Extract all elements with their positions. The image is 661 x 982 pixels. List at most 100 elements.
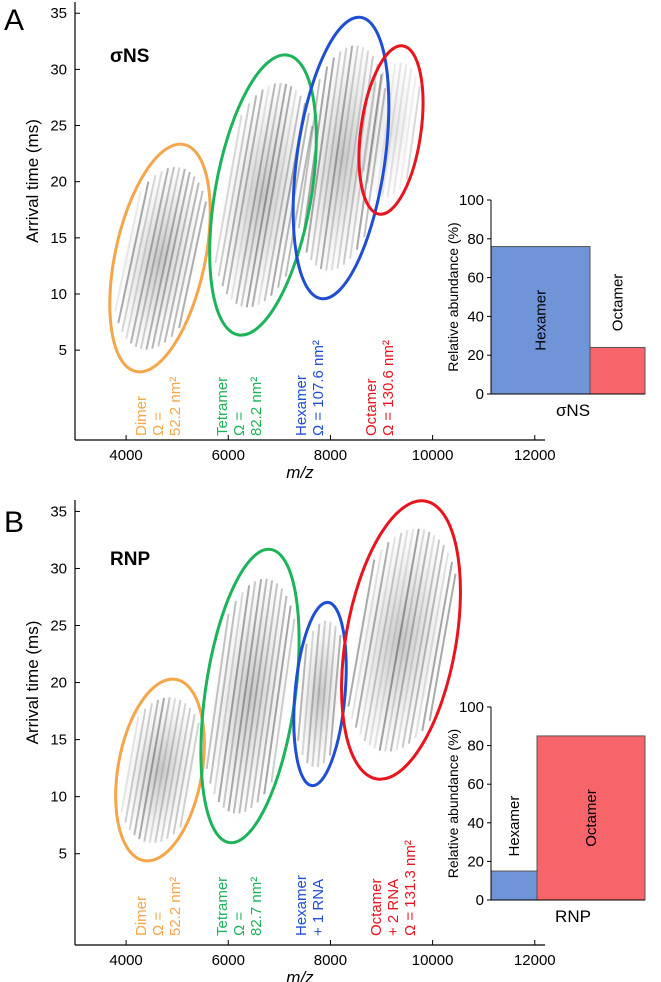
ion-signal <box>214 75 314 315</box>
ion-streak <box>389 531 431 752</box>
ion-streak <box>133 699 160 836</box>
species-label: 52.2 nm² <box>167 377 184 436</box>
panel-letter: A <box>4 4 24 37</box>
ion-streak <box>145 168 186 350</box>
ion-streak <box>325 45 359 271</box>
ion-streak <box>256 595 288 803</box>
ion-streak <box>128 703 153 831</box>
ion-streak <box>129 167 170 344</box>
bar-x-axis-label: σNS <box>556 401 590 420</box>
x-axis-label: m/z <box>286 463 314 482</box>
bar-y-tick-label: 0 <box>476 386 484 403</box>
ion-streak <box>257 89 298 306</box>
y-tick-label: 15 <box>50 732 67 749</box>
species-outline <box>357 44 425 216</box>
ion-streak <box>209 600 237 784</box>
ion-streak <box>172 714 196 835</box>
y-tick-label: 20 <box>50 675 67 692</box>
ion-streak <box>238 580 274 814</box>
ion-cloud <box>217 75 309 315</box>
bar-y-tick-label: 60 <box>467 776 484 793</box>
ion-streak <box>114 190 142 312</box>
species-label: Ω = <box>150 412 167 436</box>
y-tick-label: 30 <box>50 61 67 78</box>
bar-category-label: Hexamer <box>533 290 550 351</box>
ion-cloud <box>117 161 203 355</box>
bar-y-axis-label: Relative abundance (%) <box>445 222 461 371</box>
ion-streak <box>143 697 171 842</box>
ion-streak <box>386 64 408 198</box>
ion-streak <box>221 95 258 287</box>
x-tick-label: 8000 <box>314 447 347 464</box>
species-label: + 1 RNA <box>310 879 327 936</box>
ion-streak <box>163 182 200 343</box>
ion-streak <box>245 83 288 308</box>
ion-streak <box>384 529 426 752</box>
bar-y-tick-label: 20 <box>467 347 484 364</box>
bar-y-tick-label: 80 <box>467 231 484 248</box>
species-label: + 2 RNA <box>385 879 402 936</box>
y-tick-label: 30 <box>50 560 67 577</box>
ion-signal <box>347 521 457 759</box>
ion-streak <box>305 57 335 253</box>
x-tick-label: 6000 <box>212 952 245 969</box>
x-tick-label: 6000 <box>212 447 245 464</box>
ion-streak <box>230 85 271 300</box>
ion-streak <box>370 66 391 191</box>
bar-y-tick-label: 40 <box>467 815 484 832</box>
ion-cloud <box>363 58 419 202</box>
ion-streak <box>375 63 397 196</box>
y-tick-label: 5 <box>59 846 67 863</box>
bar-y-axis-label: Relative abundance (%) <box>445 729 461 878</box>
species-label: Dimer <box>133 396 150 436</box>
ion-streak <box>217 103 251 277</box>
ion-streak <box>225 89 264 295</box>
x-axis-label: m/z <box>286 968 314 982</box>
panel-letter: B <box>4 506 24 539</box>
ion-streak <box>395 534 436 751</box>
ion-cloud <box>300 38 382 278</box>
y-tick-label: 20 <box>50 174 67 191</box>
species-outline <box>340 499 462 781</box>
panel-title: RNP <box>110 549 150 570</box>
ion-streak <box>336 50 370 269</box>
bar-y-tick-label: 0 <box>476 892 484 909</box>
ion-streak <box>310 51 342 261</box>
y-tick-label: 25 <box>50 118 67 135</box>
ion-streak <box>362 82 377 172</box>
ion-streak <box>328 634 342 756</box>
ion-streak <box>322 626 337 764</box>
ion-streak <box>347 559 376 707</box>
ion-streak <box>421 561 454 731</box>
ion-streak <box>250 588 284 809</box>
ion-cloud <box>297 616 343 772</box>
ion-streak <box>154 699 182 844</box>
ion-streak <box>179 722 200 828</box>
species-label: Ω = <box>231 412 248 436</box>
ion-streak <box>139 167 181 350</box>
x-tick-label: 8000 <box>314 952 347 969</box>
ion-streak <box>354 541 390 728</box>
ion-cloud <box>208 571 292 821</box>
ion-signal <box>120 692 200 848</box>
y-axis-label: Arrival time (ms) <box>23 119 42 243</box>
species-label: 82.2 nm² <box>248 377 265 436</box>
ion-streak <box>270 618 296 783</box>
species-label: Tetramer <box>214 377 231 436</box>
ion-streak <box>170 190 204 337</box>
ion-streak <box>160 702 187 842</box>
species-label: Octamer <box>368 878 385 936</box>
ion-streak <box>319 45 354 270</box>
x-tick-label: 4000 <box>109 447 142 464</box>
y-tick-label: 15 <box>50 230 67 247</box>
x-tick-label: 12000 <box>514 447 556 464</box>
ion-streak <box>263 95 302 302</box>
ion-streak <box>235 83 277 304</box>
bar-category-label: Octamer <box>583 789 600 847</box>
species-label: Dimer <box>133 896 150 936</box>
y-tick-label: 35 <box>50 503 67 520</box>
bar-category-label: Hexamer <box>506 796 523 857</box>
ion-streak <box>398 75 417 190</box>
ion-streak <box>232 578 268 814</box>
species-outline <box>208 53 318 337</box>
